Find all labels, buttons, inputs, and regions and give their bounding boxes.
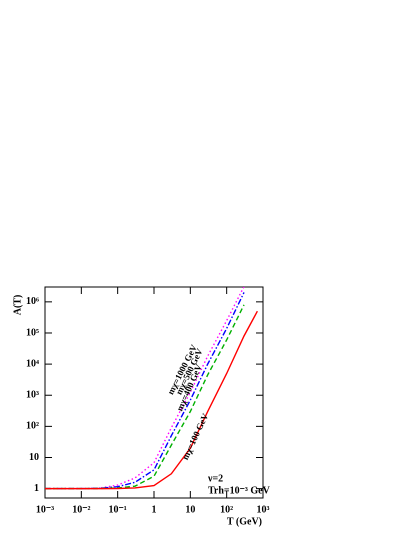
annotation: Trh=10⁻³ GeV: [208, 485, 271, 496]
x-axis-label: T (GeV): [227, 516, 262, 527]
series-line: [45, 287, 245, 490]
x-tick-label: 10²: [220, 504, 233, 515]
x-tick-label: 10⁻³: [36, 504, 54, 515]
y-tick-label: 10⁴: [26, 358, 39, 369]
y-tick-label: 10²: [26, 421, 39, 432]
x-tick-label: 10: [185, 504, 195, 515]
series-label: mχ=100 GeV: [180, 411, 210, 461]
series-line: [45, 310, 258, 490]
plot-frame: [44, 286, 264, 499]
x-tick-label: 10³: [257, 504, 270, 515]
series-line: [45, 304, 245, 490]
x-tick-label: 1: [152, 504, 157, 515]
y-tick-label: 10: [29, 452, 39, 463]
plot-area: [45, 287, 258, 490]
y-tick-label: 10⁵: [26, 327, 39, 338]
x-tick-label: 10⁻¹: [109, 504, 127, 515]
y-tick-label: 1: [34, 483, 39, 494]
y-tick-label: 10⁶: [26, 296, 39, 307]
y-axis-label: A(T): [12, 295, 23, 316]
x-tick-label: 10⁻²: [72, 504, 90, 515]
annotation: ν=2: [207, 473, 223, 484]
y-tick-label: 10³: [26, 390, 39, 401]
series-line: [45, 292, 245, 490]
